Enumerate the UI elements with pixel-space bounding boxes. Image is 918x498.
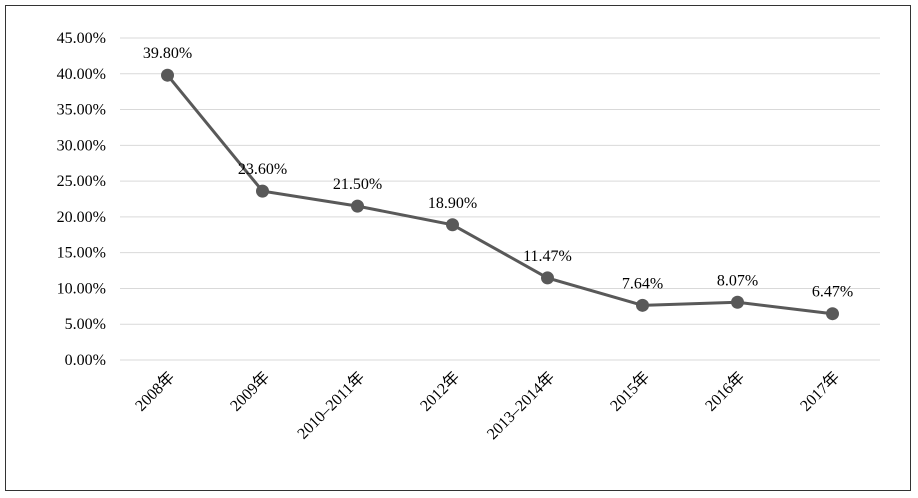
y-tick-label: 25.00%	[57, 173, 106, 190]
chart-frame	[5, 5, 911, 491]
y-tick-label: 10.00%	[57, 280, 106, 297]
data-point	[826, 307, 839, 321]
data-label: 18.90%	[428, 195, 477, 212]
data-point	[161, 68, 174, 82]
data-label: 23.60%	[238, 161, 287, 178]
data-point	[636, 298, 649, 312]
y-tick-label: 15.00%	[57, 245, 106, 262]
x-tick-label: 2010–2011年	[294, 368, 369, 443]
data-point	[256, 184, 269, 198]
data-label: 11.47%	[523, 248, 572, 265]
x-tick-label: 2013–2014年	[483, 368, 558, 443]
data-label: 7.64%	[622, 275, 663, 292]
data-label: 21.50%	[333, 176, 382, 193]
data-point	[541, 271, 554, 285]
x-tick-label: 2008年	[132, 368, 179, 415]
x-tick-label: 2016年	[702, 368, 749, 415]
y-tick-label: 40.00%	[57, 66, 106, 83]
y-tick-label: 30.00%	[57, 137, 106, 154]
y-tick-label: 35.00%	[57, 102, 106, 119]
data-label: 39.80%	[143, 45, 192, 62]
data-point	[731, 295, 744, 309]
x-tick-label: 2015年	[607, 368, 654, 415]
series-line	[166, 74, 833, 316]
y-tick-label: 0.00%	[65, 352, 106, 369]
y-tick-label: 45.00%	[57, 30, 106, 47]
x-tick-label: 2017年	[797, 368, 844, 415]
y-tick-label: 20.00%	[57, 209, 106, 226]
data-label: 8.07%	[717, 272, 758, 289]
data-point	[351, 199, 364, 213]
data-label: 6.47%	[812, 284, 853, 301]
y-tick-label: 5.00%	[65, 316, 106, 333]
x-tick-label: 2009年	[227, 368, 274, 415]
data-point	[446, 218, 459, 232]
x-tick-label: 2012年	[417, 368, 464, 415]
